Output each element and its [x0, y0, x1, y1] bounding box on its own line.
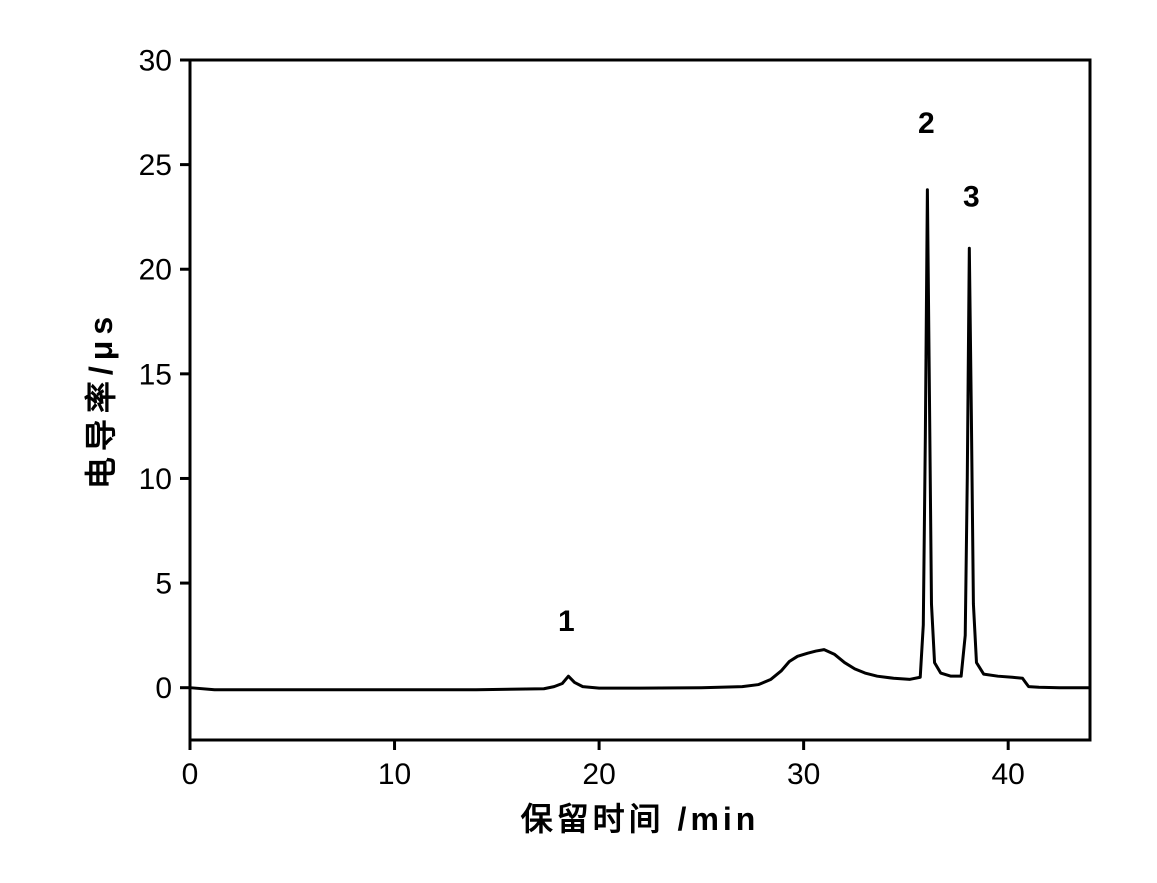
peak-label: 3	[963, 180, 980, 213]
x-tick-label: 10	[378, 758, 411, 791]
y-tick-label: 25	[139, 149, 172, 182]
chromatogram-chart: 0 10 20 30 40 0 5 10 15 20 25 30 保留时间 /min 电导率/μs 1 2 3	[0, 0, 1157, 883]
x-axis-label: 保留时间 /min	[521, 801, 760, 837]
x-tick-label: 20	[582, 758, 615, 791]
chart-svg: 0 10 20 30 40 0 5 10 15 20 25 30 保留时间 /min 电导率/μs 1 2 3	[0, 0, 1157, 883]
y-tick-label: 5	[155, 568, 172, 601]
y-axis-label: 电导率/μs	[83, 311, 119, 489]
y-tick-label: 10	[139, 463, 172, 496]
y-tick-label: 0	[155, 672, 172, 705]
x-tick-label: 40	[991, 758, 1024, 791]
y-tick-label: 30	[139, 45, 172, 78]
x-tick-label: 30	[787, 758, 820, 791]
y-tick-label: 15	[139, 358, 172, 391]
chart-background	[0, 0, 1157, 883]
peak-label: 1	[558, 605, 575, 638]
y-tick-label: 20	[139, 254, 172, 287]
x-tick-label: 0	[182, 758, 199, 791]
peak-label: 2	[918, 107, 935, 140]
